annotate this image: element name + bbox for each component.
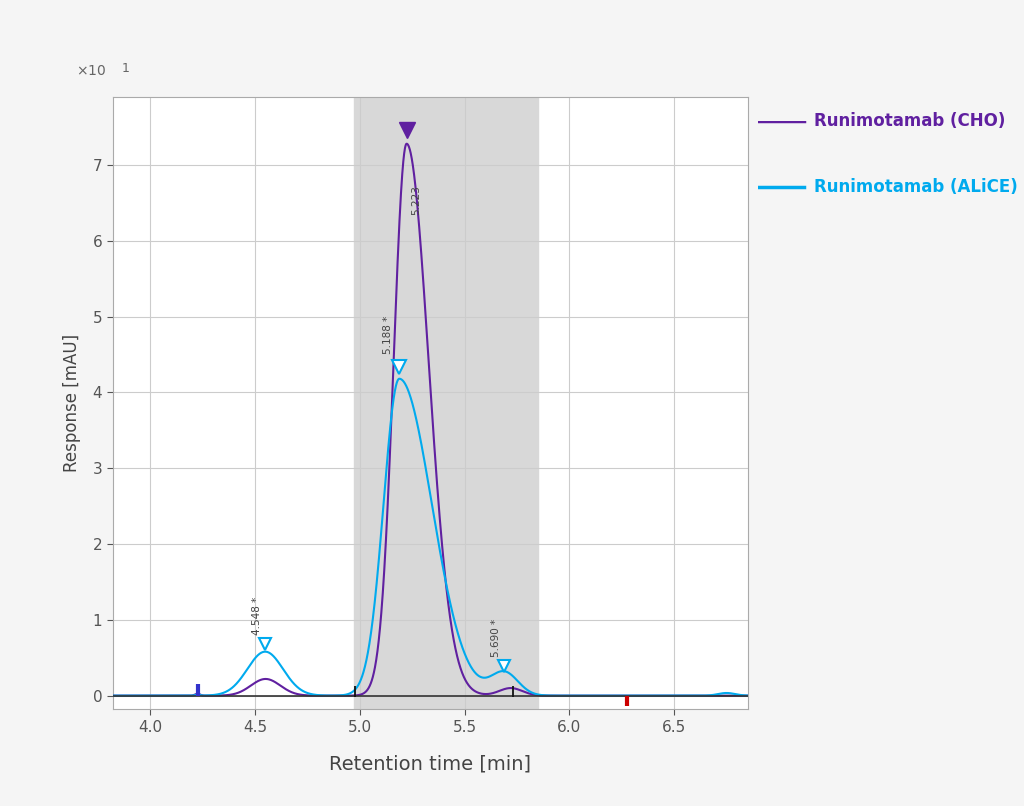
Text: Runimotamab (ALiCE): Runimotamab (ALiCE) bbox=[814, 178, 1018, 197]
Text: 5.188 *: 5.188 * bbox=[383, 316, 393, 355]
Text: 1: 1 bbox=[122, 62, 130, 75]
X-axis label: Retention time [min]: Retention time [min] bbox=[329, 754, 531, 773]
Text: $\times$10: $\times$10 bbox=[76, 64, 106, 78]
Text: 5.223: 5.223 bbox=[411, 185, 421, 215]
Text: 4.548 *: 4.548 * bbox=[252, 596, 262, 635]
Bar bbox=[353, 97, 538, 709]
Text: 5.690 *: 5.690 * bbox=[492, 619, 501, 657]
Text: Runimotamab (CHO): Runimotamab (CHO) bbox=[814, 112, 1006, 130]
Y-axis label: Response [mAU]: Response [mAU] bbox=[63, 334, 81, 472]
